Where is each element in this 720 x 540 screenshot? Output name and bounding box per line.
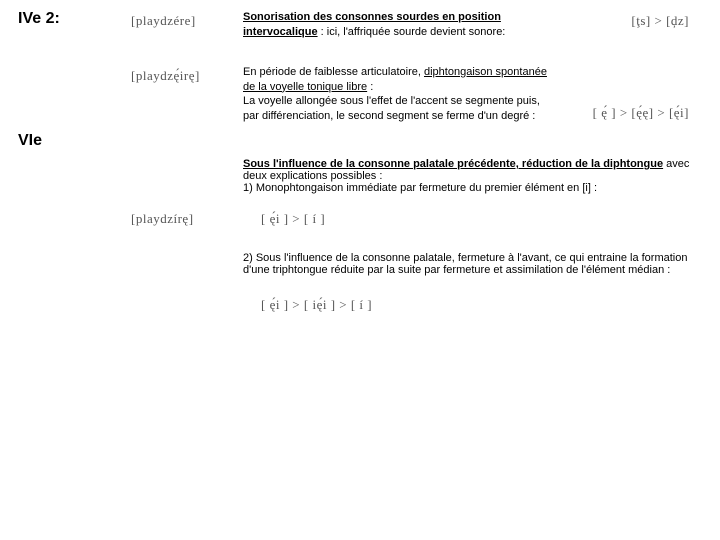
title-3: Sous l'influence de la consonne palatale… xyxy=(243,158,663,170)
phon-4b: [ ę́i ] > [ ię́i ] > [ í ] xyxy=(258,294,702,316)
period-label-1: IVe 2: xyxy=(18,10,128,28)
rest-1: : ici, l'affriquée sourde devient sonore… xyxy=(318,26,506,38)
p2: La voyelle allongée sous l'effet de l'ac… xyxy=(243,95,540,122)
text-block-2: En période de faiblesse articulatoire, d… xyxy=(243,65,548,124)
text-4: 2) Sous l'influence de la consonne palat… xyxy=(243,252,687,276)
phon-right-text-1: [ţs] > [ḑz] xyxy=(628,10,692,32)
phon-right-2: [ ę́ ] > [ę́ę] > [ę́i] xyxy=(590,102,702,124)
text-block-4: 2) Sous l'influence de la consonne palat… xyxy=(243,252,702,276)
phon-4b-text: [ ę́i ] > [ ię́i ] > [ í ] xyxy=(258,294,375,316)
phon-3b-center: [ ę́i ] > [ í ] xyxy=(258,208,328,230)
phon-right-1: [ţs] > [ḑz] xyxy=(628,10,702,32)
row-vie-block: [playdzę́irę] En période de faiblesse ar… xyxy=(18,65,702,317)
phon-1: [playdzére] xyxy=(128,10,243,32)
phon-text-2: [playdzę́irę] xyxy=(128,65,203,87)
line2-3: 1) Monophtongaison immédiate par fermetu… xyxy=(243,182,597,194)
phon-text-1: [playdzére] xyxy=(128,10,199,32)
phon-3b-left-text: [playdzírę] xyxy=(128,208,197,230)
text-block-1: Sonorisation des consonnes sourdes en po… xyxy=(243,10,543,40)
p1a: En période de faiblesse articulatoire, xyxy=(243,66,424,78)
row-2: [playdzę́irę] En période de faiblesse ar… xyxy=(18,65,702,124)
row-3b: [playdzírę] [ ę́i ] > [ í ] xyxy=(18,208,702,230)
phon-2: [playdzę́irę] xyxy=(128,65,243,87)
period-label-2: VIe xyxy=(18,132,128,150)
row-ive2: IVe 2: [playdzére] Sonorisation des cons… xyxy=(18,10,702,40)
phon-3b-center-text: [ ę́i ] > [ í ] xyxy=(258,208,328,230)
row-vie-label: VIe xyxy=(18,132,702,150)
phon-right-text-2: [ ę́ ] > [ę́ę] > [ę́i] xyxy=(590,102,692,124)
text-block-3: Sous l'influence de la consonne palatale… xyxy=(243,158,702,194)
p1c: : xyxy=(367,81,373,93)
phon-3b-left: [playdzírę] xyxy=(128,208,243,230)
